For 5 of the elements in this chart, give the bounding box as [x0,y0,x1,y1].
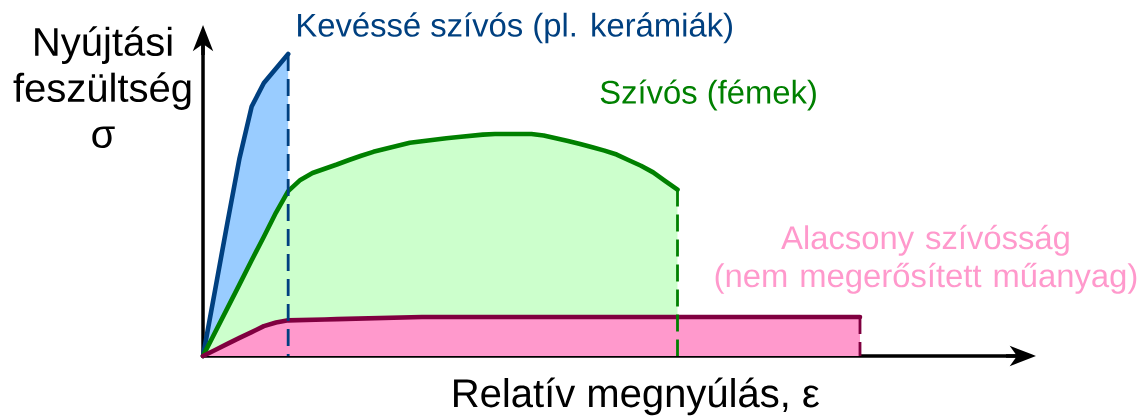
series-label: Alacsony szívósság (nem megerősített műanyag) [715,224,1137,294]
y-axis-title: Nyújtási feszültség σ [13,26,191,149]
series-label: Kevéssé szívós (pl. kerámiák) [298,12,732,44]
x-axis-title: Relatív megnyúlás, ε [454,377,820,416]
series-label: Szívós (fémek) [600,79,816,111]
